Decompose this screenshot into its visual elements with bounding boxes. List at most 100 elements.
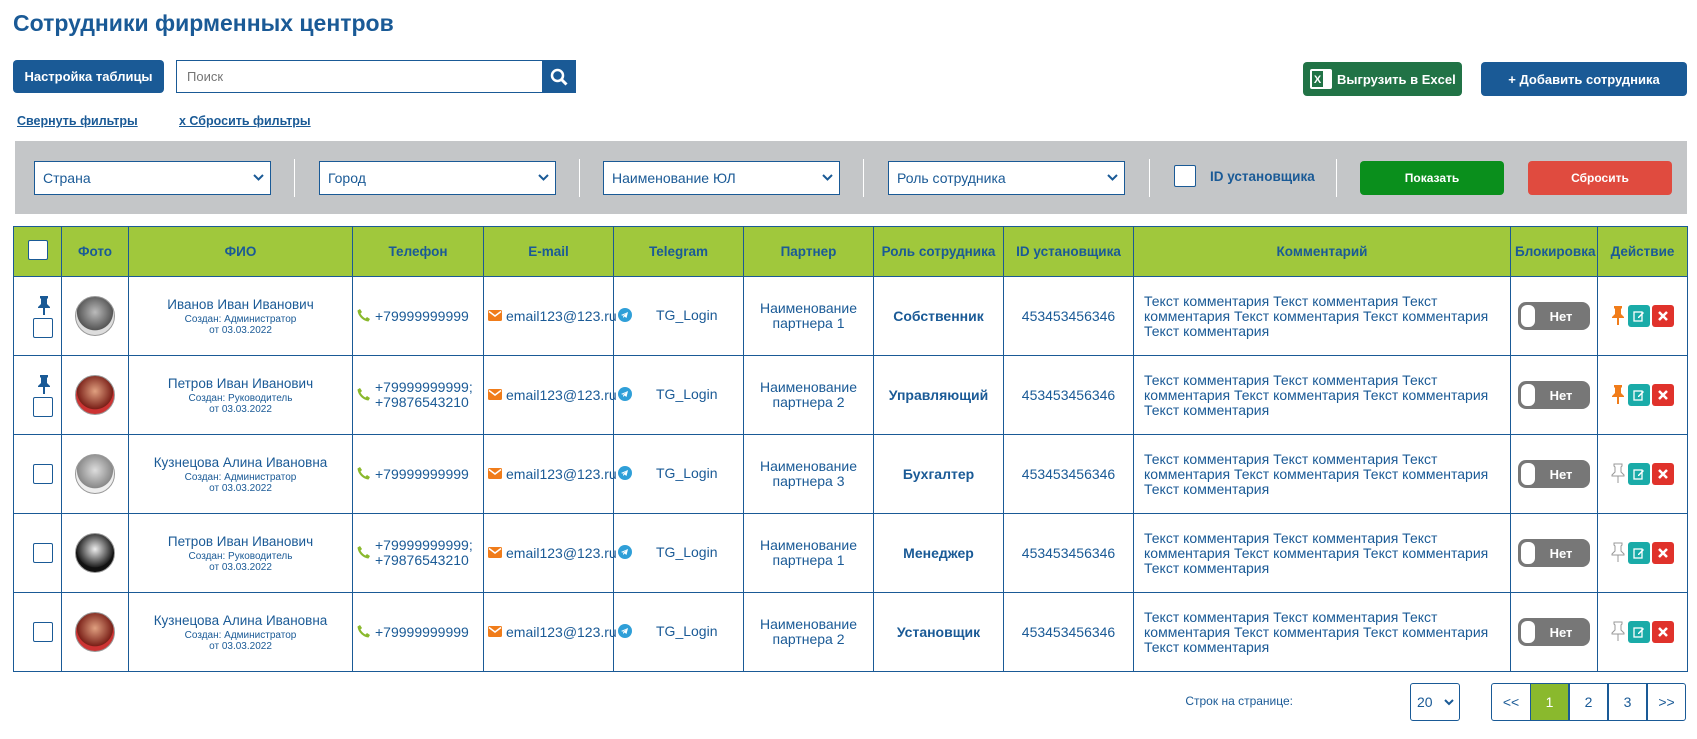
search-button[interactable] <box>542 61 575 92</box>
reset-button[interactable]: Сбросить <box>1528 161 1672 195</box>
export-button[interactable]: X Выгрузить в Excel <box>1303 62 1462 96</box>
filter-select-label: Наименование ЮЛ <box>612 170 736 186</box>
action-cell <box>1597 592 1688 672</box>
pin-button[interactable] <box>1611 621 1625 644</box>
edit-button[interactable] <box>1627 463 1650 485</box>
employee-name: Кузнецова Алина Ивановна <box>153 612 328 628</box>
role-cell: Менеджер <box>873 513 1004 593</box>
phone-icon <box>357 545 371 562</box>
installer-id-cell: 453453456346 <box>1003 276 1134 356</box>
phone-wrap: +79999999999 <box>357 308 479 325</box>
phone-wrap: +79999999999; +79876543210 <box>357 380 479 410</box>
telegram-cell: TG_Login <box>613 592 744 672</box>
photo-cell <box>61 434 129 514</box>
partner-cell: Наименование партнера 3 <box>743 434 874 514</box>
separator <box>863 159 864 197</box>
delete-button[interactable] <box>1651 463 1674 485</box>
filter-select-label: Город <box>328 170 366 186</box>
row-checkbox[interactable] <box>33 317 53 338</box>
pin-marker <box>37 374 51 397</box>
row-checkbox[interactable] <box>33 622 53 642</box>
settings-button[interactable]: Настройка таблицы <box>13 60 164 93</box>
block-toggle[interactable]: Нет <box>1518 618 1590 646</box>
created-date: от 03.03.2022 <box>209 324 272 336</box>
created-by: Создан: Администратор <box>184 471 297 483</box>
page-button[interactable]: 1 <box>1530 683 1569 721</box>
name-cell: Кузнецова Алина Ивановна Создан: Админист… <box>128 592 353 672</box>
column-header: Telegram <box>613 226 744 277</box>
block-toggle[interactable]: Нет <box>1518 381 1590 409</box>
created-date: от 03.03.2022 <box>209 482 272 494</box>
pin-button[interactable] <box>1611 542 1625 565</box>
block-toggle[interactable]: Нет <box>1518 460 1590 488</box>
add-button[interactable]: + Добавить сотрудника <box>1481 62 1687 96</box>
phones: +79999999999 <box>375 466 469 482</box>
page-button[interactable]: 3 <box>1608 683 1647 721</box>
pin-button[interactable] <box>1611 384 1625 407</box>
block-toggle[interactable]: Нет <box>1518 539 1590 567</box>
phone-number: +79999999999 <box>375 623 469 640</box>
edit-button[interactable] <box>1627 621 1650 643</box>
edit-button[interactable] <box>1627 305 1650 327</box>
page-size-select[interactable]: 20 <box>1410 683 1460 721</box>
page-title: Сотрудники фирменных центров <box>13 10 394 36</box>
rows-per-page-label: Строк на странице: <box>1185 694 1293 708</box>
installer-id-cell: 453453456346 <box>1003 434 1134 514</box>
edit-button[interactable] <box>1627 542 1650 564</box>
header-row: Фото ФИО Телефон E-mail Telegram Партнер Роль … <box>13 226 1688 277</box>
avatar <box>75 375 115 415</box>
checkbox[interactable] <box>1174 165 1196 187</box>
email: email123@123.ru <box>506 624 617 640</box>
email-cell: email123@123.ru <box>483 355 617 435</box>
filter-select[interactable]: Город <box>319 161 556 195</box>
filter-select[interactable]: Роль сотрудника <box>888 161 1125 195</box>
pin-button[interactable] <box>1611 463 1625 486</box>
photo-cell <box>61 513 129 593</box>
delete-button[interactable] <box>1651 305 1674 327</box>
filter-select[interactable]: Наименование ЮЛ <box>603 161 840 195</box>
installer-id-cell: 453453456346 <box>1003 355 1134 435</box>
search-input[interactable] <box>177 61 542 92</box>
comment-cell: Текст комментария Текст комментария Текс… <box>1133 276 1511 356</box>
comment-cell: Текст комментария Текст комментария Текс… <box>1133 592 1511 672</box>
filter-select[interactable]: Страна <box>34 161 271 195</box>
table-row: Кузнецова Алина Ивановна Создан: Админист… <box>13 434 1688 514</box>
installer-id-cell: 453453456346 <box>1003 592 1134 672</box>
phone-cell: +79999999999 <box>352 592 484 672</box>
page-button[interactable]: >> <box>1647 683 1686 721</box>
page-button[interactable]: << <box>1491 683 1531 721</box>
block-cell: Нет <box>1510 513 1598 593</box>
select-all-checkbox[interactable] <box>27 240 48 260</box>
show-button[interactable]: Показать <box>1360 161 1504 195</box>
installer-filter: ID установщика <box>1174 165 1315 187</box>
delete-button[interactable] <box>1651 542 1674 564</box>
edit-button[interactable] <box>1627 384 1650 406</box>
email-icon <box>488 545 502 561</box>
delete-button[interactable] <box>1651 621 1674 643</box>
created-by: Создан: Администратор <box>184 313 297 325</box>
reset-filters-link[interactable]: x Сбросить фильтры <box>179 114 311 128</box>
phone-wrap: +79999999999; +79876543210 <box>357 538 479 568</box>
created-date: от 03.03.2022 <box>209 561 272 573</box>
name-cell: Петров Иван Иванович Создан: Руководитель… <box>128 355 353 435</box>
page-button[interactable]: 2 <box>1569 683 1608 721</box>
role-cell: Собственник <box>873 276 1004 356</box>
phone-number: +79876543210 <box>375 552 469 568</box>
phone-cell: +79999999999 <box>352 276 484 356</box>
collapse-filters-link[interactable]: Свернуть фильтры <box>17 114 138 128</box>
telegram-login: TG_Login <box>656 623 718 640</box>
pin-button[interactable] <box>1611 305 1625 328</box>
email-icon <box>488 466 502 482</box>
separator <box>1336 159 1337 197</box>
header-cell <box>13 226 62 277</box>
row-checkbox[interactable] <box>33 396 53 417</box>
select-cell <box>13 513 62 593</box>
telegram-icon <box>618 307 632 325</box>
delete-button[interactable] <box>1651 384 1674 406</box>
block-toggle[interactable]: Нет <box>1518 302 1590 330</box>
row-checkbox[interactable] <box>33 543 53 563</box>
telegram-icon <box>618 544 632 562</box>
row-checkbox[interactable] <box>33 464 53 484</box>
